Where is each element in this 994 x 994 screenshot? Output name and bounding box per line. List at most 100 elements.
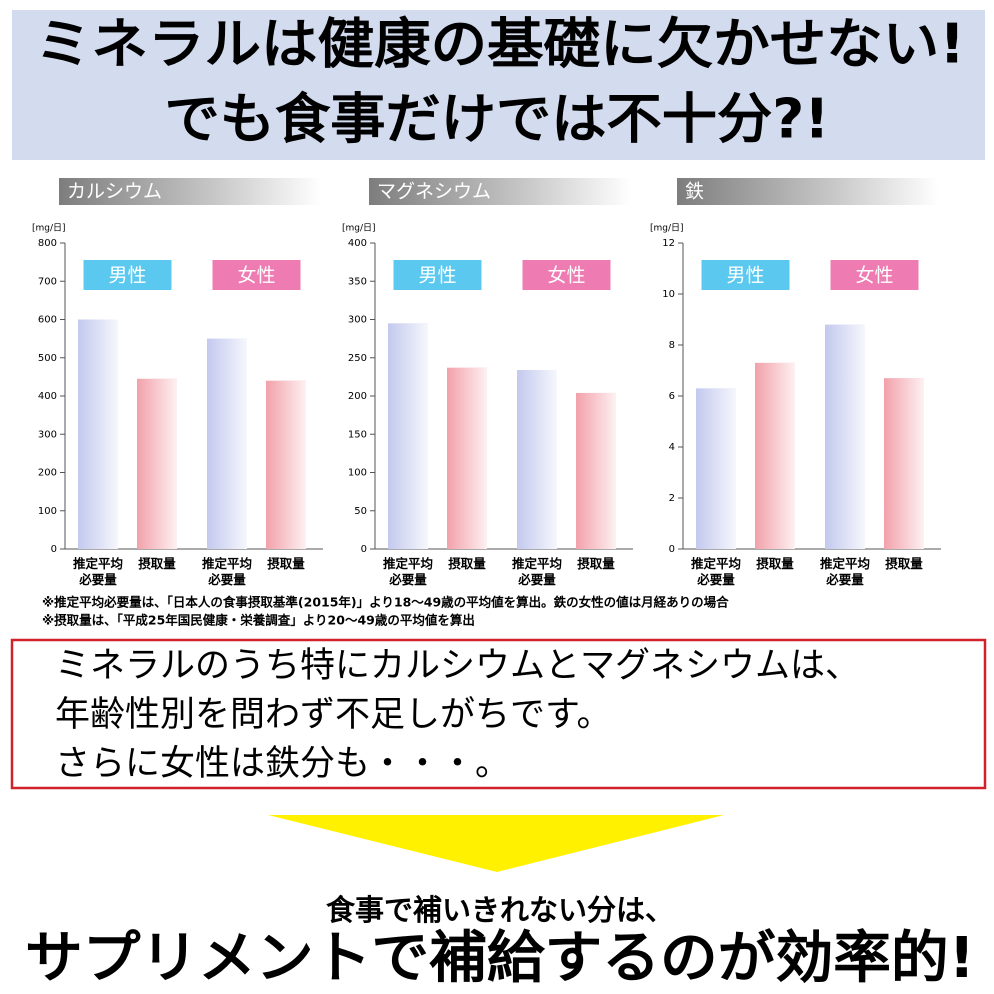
bar-shade <box>755 362 795 549</box>
y-axis-label: [mg/日] <box>650 223 684 234</box>
x-tick-label: 摂取量 <box>138 556 176 571</box>
note: ※摂取量は、「平成25年国民健康・栄養調査」より20〜49歳の平均値を算出 <box>42 613 475 628</box>
y-tick-label: 0 <box>51 544 57 555</box>
bar-shade <box>137 378 177 549</box>
x-tick-label: 推定平均必要量 <box>383 556 433 587</box>
group-label-box <box>393 260 482 290</box>
y-tick-label: 200 <box>348 391 367 402</box>
x-tick-label-line: 摂取量 <box>756 556 794 571</box>
bar-shade <box>447 367 487 549</box>
bar-shade <box>207 338 247 549</box>
y-tick-label: 150 <box>348 429 367 440</box>
headline: ミネラルは健康の基礎に欠かせない! <box>35 13 965 76</box>
chart-title: 鉄 <box>685 181 704 203</box>
bar-shade <box>388 323 428 549</box>
x-tick-label: 摂取量 <box>448 556 486 571</box>
headline-band <box>12 10 985 160</box>
bar-shade <box>696 388 736 549</box>
x-tick-label-line: 推定平均 <box>202 556 252 571</box>
bar-shade <box>576 392 616 549</box>
y-tick-label: 0 <box>669 544 675 555</box>
note: ※推定平均必要量は、「日本人の食事摂取基準(2015年)」より18〜49歳の平均… <box>42 595 729 610</box>
y-tick-label: 50 <box>354 506 367 517</box>
group-label: 女性 <box>855 265 893 287</box>
x-tick-label: 摂取量 <box>577 556 615 571</box>
footer-main: サプリメントで補給するのが効率的! <box>25 926 975 991</box>
message-line: 年齢性別を問わず不足しがちです。 <box>55 695 612 735</box>
y-tick-label: 800 <box>38 238 57 249</box>
bar-shade <box>78 319 118 549</box>
x-tick-label-line: 必要量 <box>517 572 556 587</box>
x-tick-label-line: 必要量 <box>696 572 735 587</box>
chart-title: マグネシウム <box>377 181 491 203</box>
x-tick-label: 推定平均必要量 <box>820 556 870 587</box>
x-tick-label-line: 推定平均 <box>73 556 123 571</box>
y-tick-label: 0 <box>361 544 367 555</box>
y-tick-label: 300 <box>38 429 57 440</box>
group-label: 女性 <box>237 265 275 287</box>
y-tick-label: 4 <box>669 442 675 453</box>
y-tick-label: 300 <box>348 315 367 326</box>
y-tick-label: 8 <box>669 340 675 351</box>
y-tick-label: 12 <box>662 238 675 249</box>
group-label: 女性 <box>547 265 585 287</box>
x-tick-label-line: 摂取量 <box>577 556 615 571</box>
y-tick-label: 350 <box>348 276 367 287</box>
y-tick-label: 2 <box>669 493 675 504</box>
y-tick-label: 600 <box>38 315 57 326</box>
y-tick-label: 100 <box>348 468 367 479</box>
x-tick-label-line: 必要量 <box>825 572 864 587</box>
group-label: 男性 <box>108 265 146 287</box>
group-label-box <box>701 260 790 290</box>
group-label-box <box>83 260 172 290</box>
y-axis-label: [mg/日] <box>32 223 66 234</box>
chart-title: カルシウム <box>67 181 162 203</box>
group-label: 男性 <box>726 265 764 287</box>
charts: カルシウム[mg/日]0100200300400500600700800推定平均… <box>32 178 941 587</box>
x-tick-label: 推定平均必要量 <box>691 556 741 587</box>
y-tick-label: 400 <box>38 391 57 402</box>
group-label-box <box>830 260 919 290</box>
message-box <box>10 638 987 790</box>
y-tick-label: 500 <box>38 353 57 364</box>
y-tick-label: 400 <box>348 238 367 249</box>
x-tick-label-line: 推定平均 <box>383 556 433 571</box>
y-tick-label: 10 <box>662 289 675 300</box>
chart-header <box>59 178 321 205</box>
x-tick-label-line: 推定平均 <box>512 556 562 571</box>
footer-lead: 食事で補いきれない分は、 <box>326 893 674 927</box>
chart-header <box>369 178 631 205</box>
x-tick-label: 摂取量 <box>885 556 923 571</box>
bar-shade <box>884 378 924 549</box>
x-tick-label: 推定平均必要量 <box>202 556 252 587</box>
x-tick-label: 推定平均必要量 <box>512 556 562 587</box>
x-tick-label: 摂取量 <box>756 556 794 571</box>
bar-shade <box>266 380 306 549</box>
x-tick-label-line: 必要量 <box>207 572 246 587</box>
bar-shade <box>825 324 865 549</box>
y-tick-label: 6 <box>669 391 675 402</box>
x-tick-label: 摂取量 <box>267 556 305 571</box>
x-tick-label: 推定平均必要量 <box>73 556 123 587</box>
x-tick-label-line: 推定平均 <box>691 556 741 571</box>
chart-header <box>677 178 939 205</box>
x-tick-label-line: 必要量 <box>78 572 117 587</box>
y-tick-label: 200 <box>38 468 57 479</box>
group-label-box <box>212 260 301 290</box>
x-tick-label-line: 摂取量 <box>138 556 176 571</box>
x-tick-label-line: 必要量 <box>388 572 427 587</box>
group-label: 男性 <box>418 265 456 287</box>
message-line: さらに女性は鉄分も・・・。 <box>55 744 510 784</box>
bar-shade <box>517 369 557 549</box>
y-axis-label: [mg/日] <box>342 223 376 234</box>
x-tick-label-line: 摂取量 <box>267 556 305 571</box>
x-tick-label-line: 摂取量 <box>448 556 486 571</box>
group-label-box <box>522 260 611 290</box>
message-line: ミネラルのうち特にカルシウムとマグネシウムは、 <box>55 646 860 686</box>
y-tick-label: 700 <box>38 276 57 287</box>
headline: でも食事だけでは不十分?! <box>165 88 830 151</box>
y-tick-label: 100 <box>38 506 57 517</box>
x-tick-label-line: 摂取量 <box>885 556 923 571</box>
x-tick-label-line: 推定平均 <box>820 556 870 571</box>
